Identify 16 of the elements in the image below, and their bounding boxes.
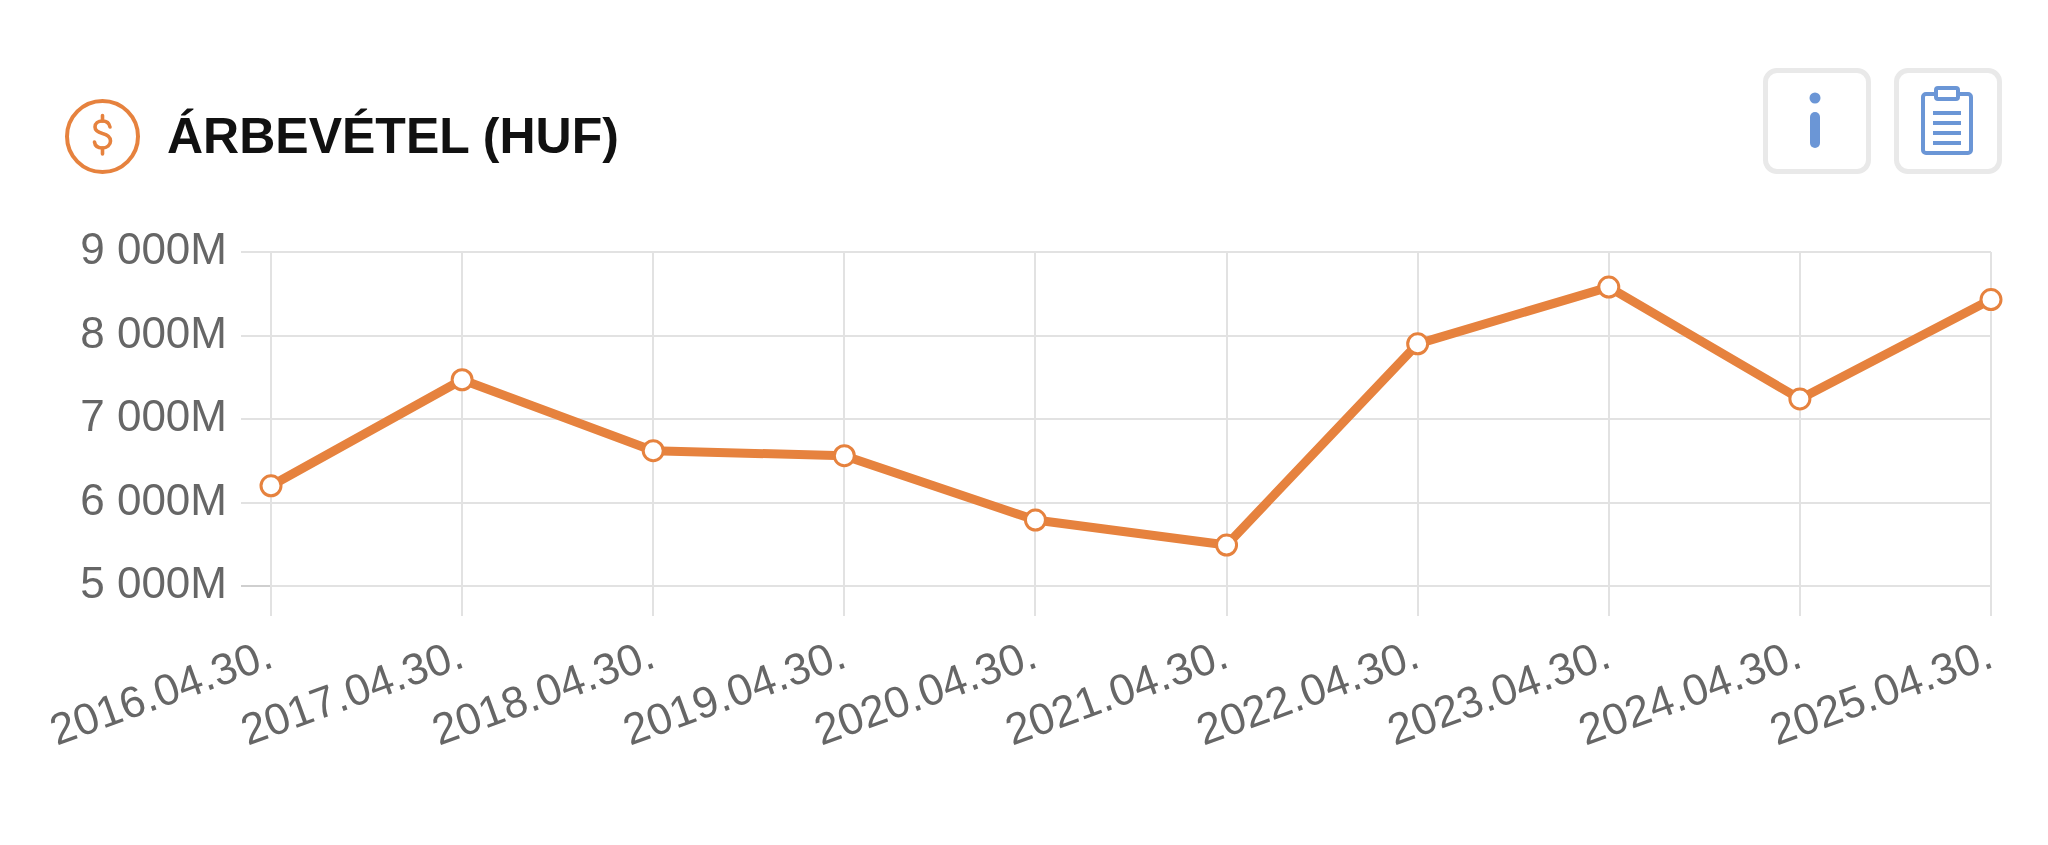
point <box>1023 508 1047 532</box>
point <box>832 444 856 468</box>
y-tick-label: 6 000M <box>80 474 227 524</box>
y-tick-label: 8 000M <box>80 307 227 357</box>
point <box>1597 275 1621 299</box>
point <box>1215 533 1239 557</box>
point <box>259 474 283 498</box>
point <box>1788 387 1812 411</box>
chart-title: ÁRBEVÉTEL (HUF) <box>167 107 619 166</box>
y-tick-label: 7 000M <box>80 391 227 441</box>
point <box>1406 332 1430 356</box>
point <box>450 368 474 392</box>
y-tick-label: 9 000M <box>80 224 227 274</box>
y-tick-label: 5 000M <box>80 558 227 608</box>
point <box>1979 288 2003 312</box>
point <box>641 439 665 463</box>
